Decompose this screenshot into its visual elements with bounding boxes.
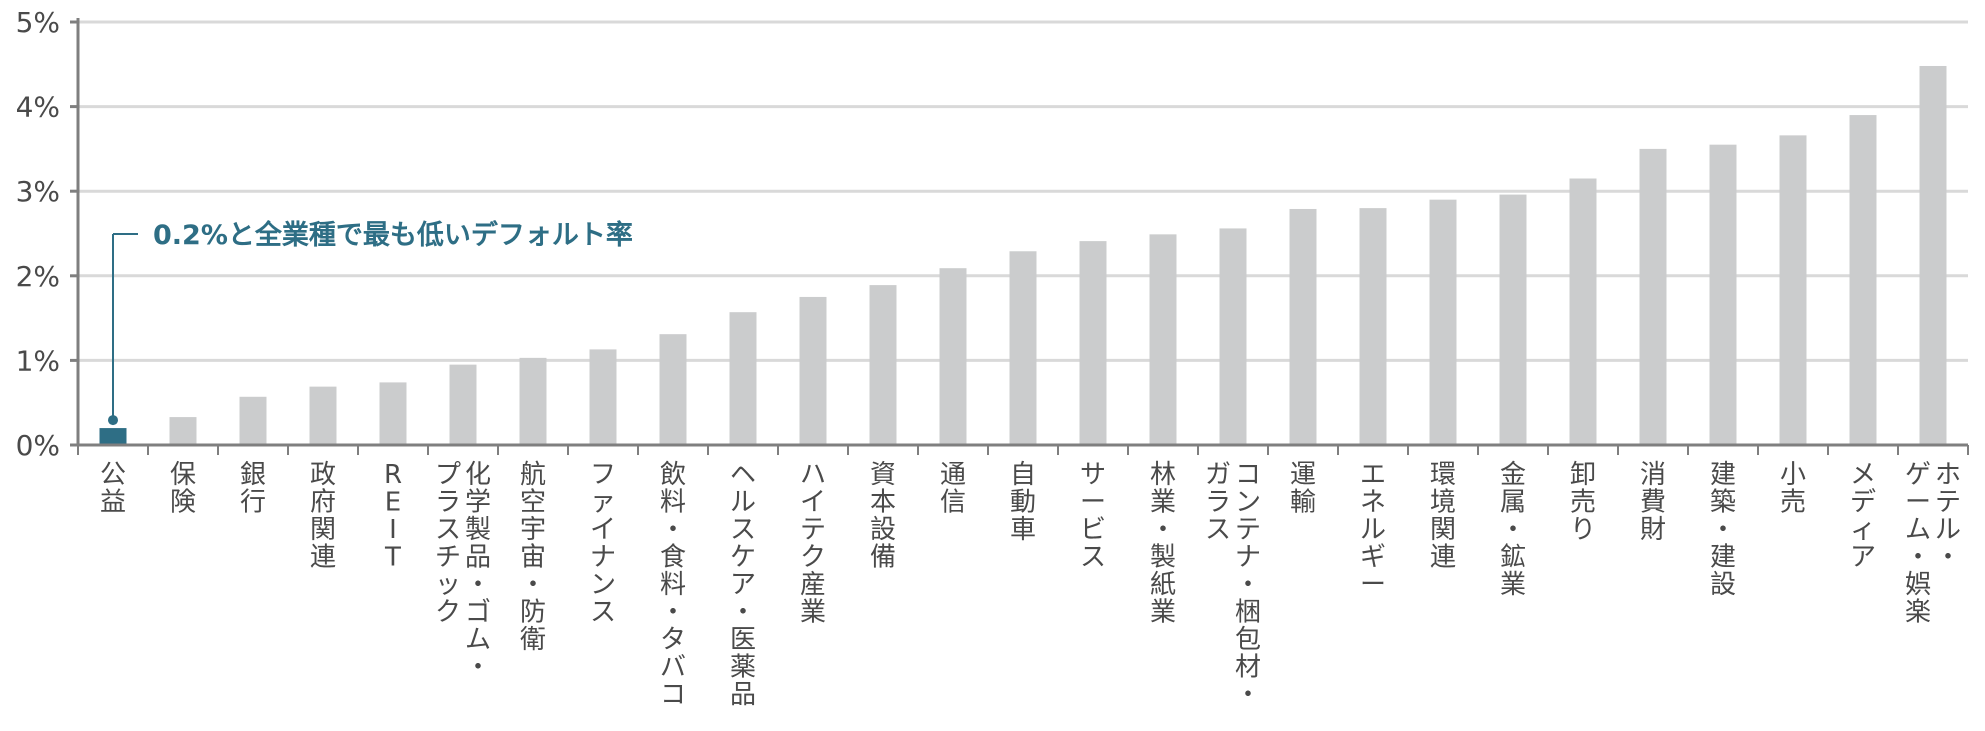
x-category-label: 資本設備 [870,460,896,573]
bar [1359,208,1387,445]
x-category-label: メディア [1850,460,1876,573]
bar [939,268,967,445]
bar [589,349,617,445]
bar [239,396,267,445]
x-category-label: 保険 [170,460,196,518]
bar [99,428,127,445]
bar [519,357,547,445]
x-category-label: ファイナンス [590,460,616,628]
bar [729,312,757,445]
y-tick-labels: 0% 1% 2% 3% 4% 5% [16,6,60,462]
x-category-label: コンテナ・梱包材・ [1235,460,1261,710]
bar [1149,234,1177,445]
x-category-label: サービス [1080,460,1106,573]
x-category-label: 飲料・食料・タバコ [660,460,686,710]
x-category-label: ゲーム・娯楽 [1905,460,1931,628]
bar [1779,135,1807,445]
x-category-label: 卸売り [1570,460,1596,545]
x-category-label: 航空宇宙・防衛 [520,460,546,655]
y-tick-label: 2% [16,260,60,293]
bar [1499,194,1527,445]
y-tick-label: 1% [16,344,60,377]
x-category-label: 運輸 [1290,460,1316,518]
bar [1219,228,1247,445]
bars [99,65,1947,446]
x-category-label: 銀行 [240,460,266,518]
bar [169,417,197,445]
y-tick-label: 4% [16,91,60,124]
x-category-label: 公益 [100,460,126,518]
x-category-label: エネルギー [1360,460,1386,600]
x-category-label: 自動車 [1010,460,1036,545]
annotation-text: 0.2%と全業種で最も低いデフォルト率 [153,219,633,251]
x-category-label: 建築・建設 [1710,460,1736,600]
bar [1079,241,1107,445]
bar [659,334,687,445]
bar [799,296,827,445]
bar [1709,144,1737,446]
x-category-label: 環境関連 [1430,460,1456,573]
bar [379,382,407,445]
y-tick-label: 5% [16,6,60,39]
x-category-label: 金属・鉱業 [1500,460,1526,600]
axes [70,18,1969,455]
bar [1849,115,1877,445]
x-category-label: プラスチック [435,460,461,628]
annotation-dot [108,415,118,426]
y-tick-label: 0% [16,429,60,462]
x-category-label: ホテル・ [1935,460,1961,573]
x-category-label: 消費財 [1640,460,1666,545]
x-category-label: 通信 [940,460,966,518]
x-category-label: 政府関連 [310,460,336,573]
bar [1569,178,1597,445]
x-category-label: 林業・製紙業 [1150,460,1176,628]
bar [1009,251,1037,445]
bar [1639,148,1667,445]
bar [309,386,337,445]
x-category-label: 化学製品・ゴム・ [465,460,491,683]
bar [1289,208,1317,445]
x-category-label: ハイテク産業 [800,460,826,628]
annotation: 0.2%と全業種で最も低いデフォルト率 [108,219,633,426]
x-category-label: ガラス [1205,460,1231,545]
x-category-label: 小売 [1780,460,1806,518]
x-category-label: ヘルスケア・医薬品 [730,460,756,710]
bar [449,364,477,445]
bar [869,285,897,445]
y-tick-label: 3% [16,175,60,208]
bar [1429,199,1457,445]
bar [1919,65,1947,445]
